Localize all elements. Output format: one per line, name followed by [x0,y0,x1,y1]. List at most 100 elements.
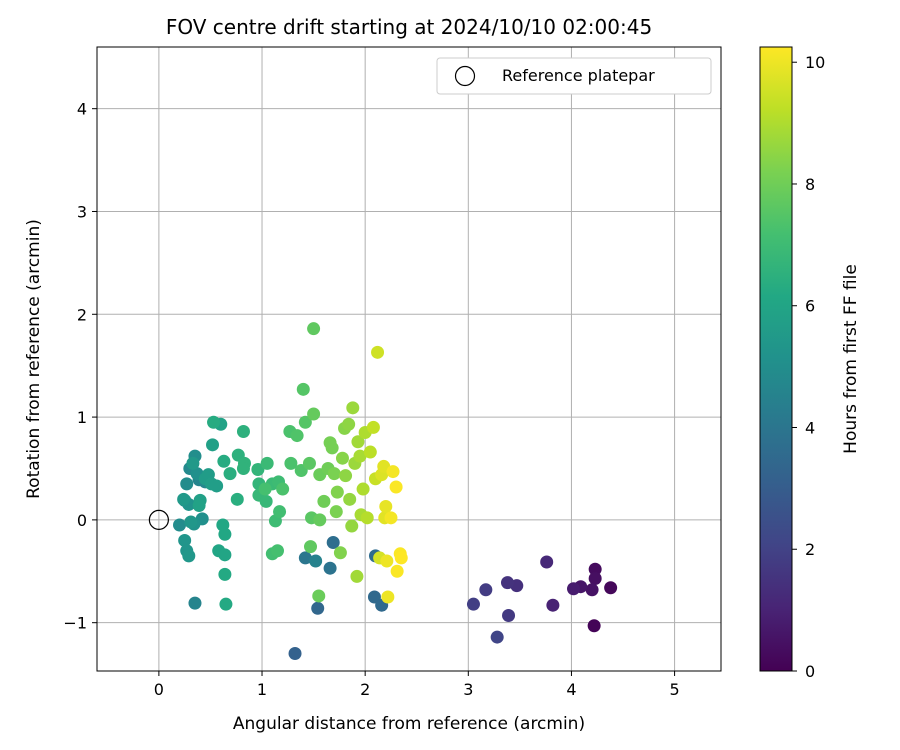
data-point [273,505,287,519]
data-point [276,482,290,496]
data-points [173,322,618,661]
x-axis: 0 1 2 3 4 5 [154,671,680,699]
data-point [290,429,304,443]
y-tick-label: 0 [77,511,87,530]
y-axis-label: Rotation from reference (arcmin) [24,219,44,499]
data-point [218,548,232,562]
data-point [304,540,318,554]
colorbar: 0 2 4 6 8 10 Hours from first FF file [759,46,861,681]
y-tick-label: −1 [63,614,87,633]
data-point [210,479,224,493]
data-point [390,564,404,578]
data-point [230,492,244,506]
data-point [302,456,316,470]
data-point [177,492,191,506]
data-point [366,420,380,434]
y-axis: −1 0 1 2 3 4 [63,100,97,633]
data-point [223,467,237,481]
data-point [379,500,393,514]
data-point [329,505,343,519]
data-point [327,467,341,481]
x-tick-label: 4 [566,680,576,699]
x-tick-label: 2 [360,680,370,699]
data-point [270,544,284,558]
data-point [258,482,272,496]
data-point [311,601,325,615]
data-point [360,511,374,525]
data-point [313,513,327,527]
data-point [466,597,480,611]
data-point [339,469,353,483]
data-point [585,583,599,597]
data-point [260,456,274,470]
data-point [389,480,403,494]
colorbar-tick-label: 10 [805,53,825,72]
reference-marker-layer [148,509,169,530]
data-point [192,498,206,512]
data-point [307,322,321,336]
data-point [178,533,192,547]
data-point [298,415,312,429]
legend-box [436,57,712,95]
data-point [342,417,356,431]
data-point [236,424,250,438]
data-point [346,401,360,415]
data-point [356,482,370,496]
data-point [345,519,359,533]
y-tick-label: 3 [77,202,87,221]
colorbar-tick-label: 6 [805,297,815,316]
data-point [325,441,339,455]
y-tick-label: 1 [77,408,87,427]
data-point [284,456,298,470]
data-point [333,546,347,560]
data-point [188,596,202,610]
data-point [540,555,554,569]
data-point [218,527,232,541]
data-point [363,445,377,459]
data-point [296,382,310,396]
data-point [236,461,250,475]
data-point [371,345,385,359]
data-point [381,590,395,604]
data-point [312,589,326,603]
data-point [386,465,400,479]
reference-platepar-marker [148,509,169,530]
data-point [502,608,516,622]
data-point [479,583,493,597]
data-point [330,485,344,499]
data-point [186,456,200,470]
data-point [326,535,340,549]
colorbar-label: Hours from first FF file [841,264,861,454]
data-point [384,511,398,525]
grid-lines [97,47,721,671]
data-point [206,438,220,452]
data-point [307,407,321,421]
data-point [323,561,337,575]
data-point [353,449,367,463]
data-point [219,597,233,611]
data-point [218,567,232,581]
colorbar-tick-label: 8 [805,175,815,194]
data-point [180,477,194,491]
legend: Reference platepar [436,57,712,95]
x-axis-label: Angular distance from reference (arcmin) [233,714,585,734]
x-tick-label: 1 [257,680,267,699]
data-point [351,435,365,449]
colorbar-tick-label: 4 [805,418,815,437]
data-point [587,619,601,633]
data-point [251,463,265,477]
colorbar-tick-label: 0 [805,662,815,681]
data-point [298,551,312,565]
data-point [317,494,331,508]
chart-title: FOV centre drift starting at 2024/10/10 … [166,15,652,39]
data-point [173,518,187,532]
data-point [259,494,273,508]
colorbar-ticks: 0 2 4 6 8 10 [792,53,825,681]
legend-label-reference: Reference platepar [502,66,655,85]
data-point [546,598,560,612]
y-tick-label: 2 [77,305,87,324]
data-point [335,451,349,465]
data-point [380,554,394,568]
legend-marker-reference [454,65,476,87]
data-point [394,551,408,565]
